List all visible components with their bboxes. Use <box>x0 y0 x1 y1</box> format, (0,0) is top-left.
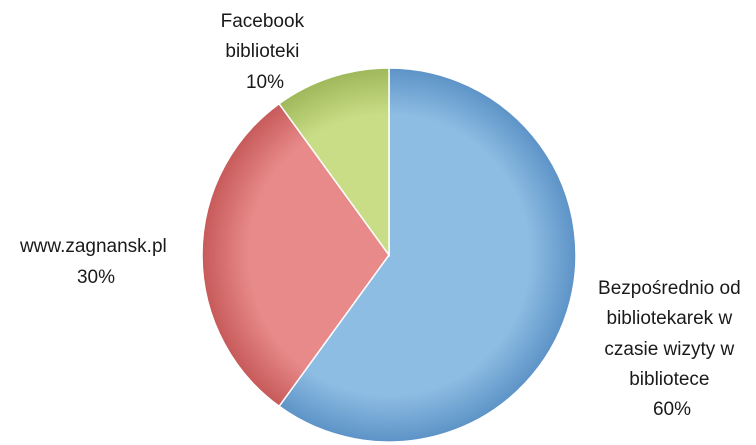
pie-slices <box>201 67 577 443</box>
pie-slice-1 <box>201 102 390 408</box>
pie-slice-2 <box>278 67 390 258</box>
slice-label-zagnansk: www.zagnansk.pl 30% <box>19 236 172 288</box>
slice-label-line: czasie wizyty w <box>604 339 734 360</box>
slice-label-line: bibliotece <box>629 369 709 390</box>
slice-label-line: biblioteki <box>225 41 299 62</box>
slice-label-line: Bezpośrednio od <box>598 278 741 299</box>
slice-label-line: bibliotekarek w <box>607 308 733 329</box>
pie-slice-0 <box>278 67 577 443</box>
slice-label-facebook: Facebook biblioteki 10% <box>221 11 310 93</box>
slice-value-label: 30% <box>77 267 115 288</box>
pie-labels: Bezpośrednio od bibliotekarek w czasie w… <box>19 11 746 420</box>
slice-label-bezposrednio: Bezpośrednio od bibliotekarek w czasie w… <box>598 278 746 420</box>
slice-label-line: www.zagnansk.pl <box>19 236 167 257</box>
slice-value-label: 10% <box>246 72 284 93</box>
slice-value-label: 60% <box>653 399 691 420</box>
slice-label-line: Facebook <box>221 11 305 32</box>
